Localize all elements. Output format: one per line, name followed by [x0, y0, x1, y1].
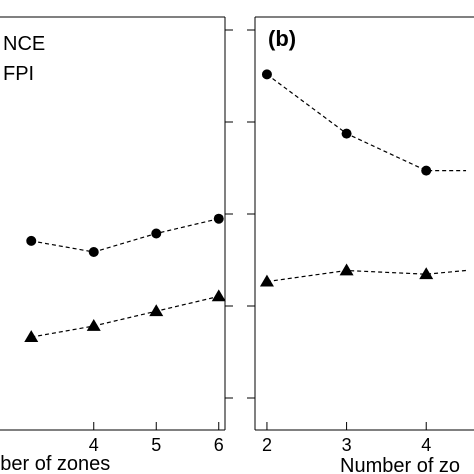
- panel-a-series-line-fpi: [31, 295, 219, 338]
- panel-b-x-tick-label-2: 2: [262, 435, 272, 455]
- panel-b: (b) 2 3 4 Number of zo: [247, 16, 474, 474]
- panel-b-series-line-nce: [266, 73, 467, 172]
- panel-a-x-axis-label: Number of zones: [0, 453, 110, 474]
- panel-a-point-nce-6: [213, 213, 224, 224]
- panel-a-point-fpi-3: [24, 330, 39, 342]
- panel-a-x-tick-label-6: 6: [214, 435, 224, 455]
- panel-b-point-nce-2: [261, 69, 272, 80]
- panel-b-point-fpi-3: [339, 263, 354, 276]
- panel-a-legend-entry-nce: NCE: [3, 33, 45, 55]
- panel-b-label: (b): [268, 26, 296, 51]
- panel-b-point-nce-4: [421, 165, 432, 176]
- panel-b-series-line-fpi: [266, 269, 467, 283]
- panel-b-x-tick-label-3: 3: [342, 435, 352, 455]
- panel-a-point-fpi-4: [86, 319, 101, 331]
- panel-a-x-tick-label-4: 4: [89, 435, 99, 455]
- panel-a-point-nce-3: [26, 235, 37, 246]
- panel-a-point-fpi-6: [211, 289, 226, 302]
- panel-a-x-tick-label-5: 5: [151, 435, 161, 455]
- panel-a-point-fpi-5: [149, 304, 164, 317]
- panel-b-x-tick-label-4: 4: [421, 435, 431, 455]
- panel-b-x-axis-label: Number of zo: [340, 455, 460, 474]
- panel-b-point-fpi-4: [419, 267, 434, 280]
- panel-b-point-fpi-2: [259, 274, 274, 287]
- panel-a-legend: NCE FPI: [3, 33, 45, 85]
- panel-a-point-nce-4: [88, 247, 99, 257]
- panel-a-point-nce-5: [151, 228, 162, 239]
- panel-a: NCE FPI 4 5 6 Number of zones: [0, 16, 233, 474]
- panel-a-series-line-nce: [31, 218, 219, 253]
- panel-a-legend-entry-fpi: FPI: [3, 63, 34, 85]
- panel-b-point-nce-3: [341, 128, 352, 139]
